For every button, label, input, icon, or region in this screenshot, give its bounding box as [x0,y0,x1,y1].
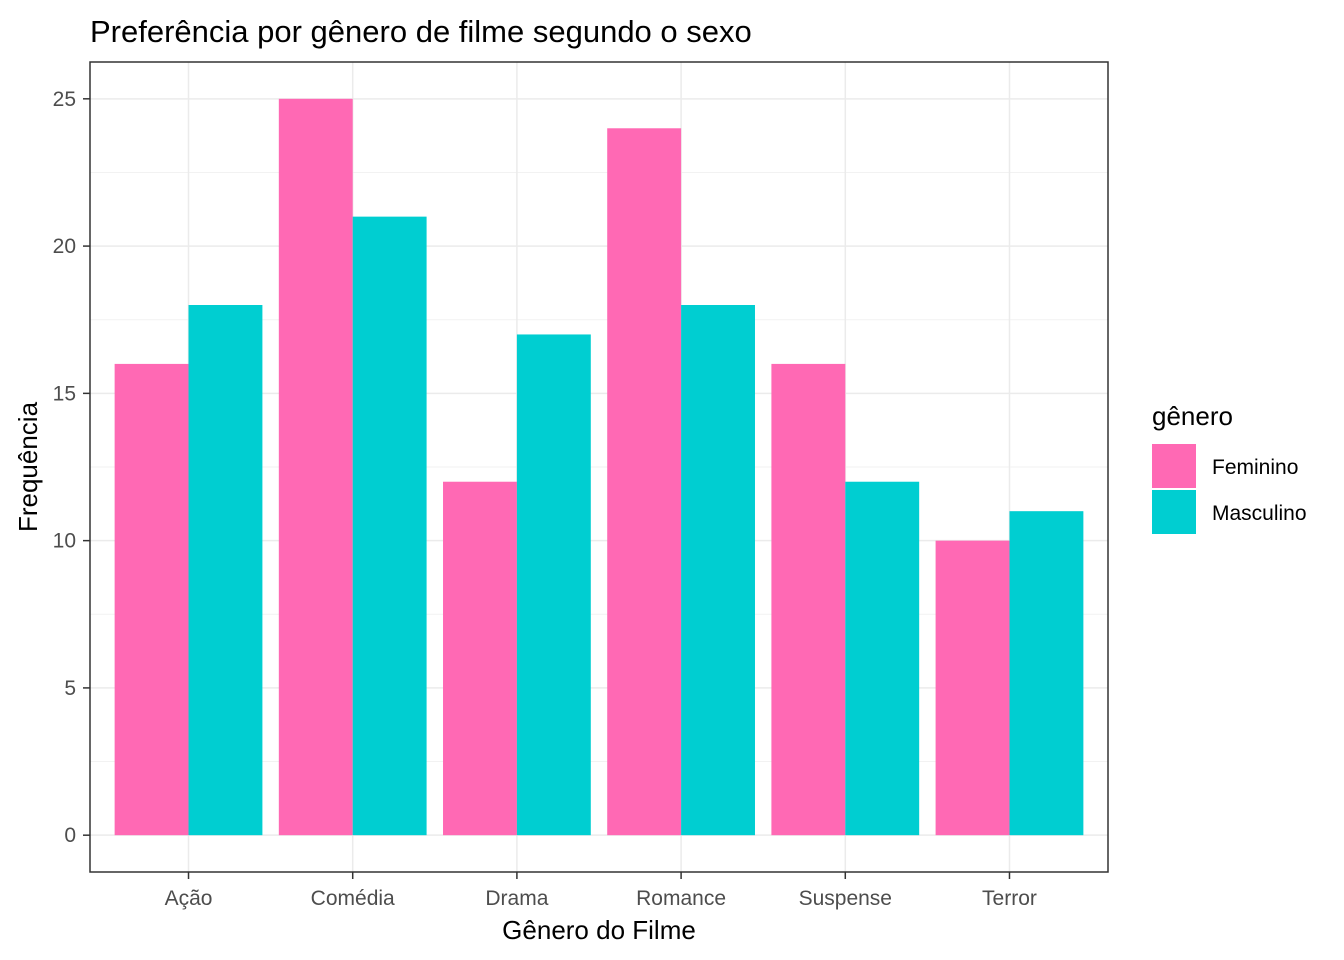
y-axis-title: Frequência [13,401,43,532]
bar-masculino-2 [516,334,591,836]
legend-label-feminino: Feminino [1212,456,1298,479]
chart-title: Preferência por gênero de filme segundo … [90,14,752,49]
bar-masculino-1 [352,216,427,836]
bar-masculino-4 [845,481,920,836]
y-tick-label: 5 [64,677,76,700]
bar-masculino-0 [188,305,263,836]
y-tick-label: 0 [64,824,76,847]
x-tick-label: Suspense [799,887,892,910]
bar-masculino-3 [681,305,755,836]
bar-feminino-5 [935,540,1010,836]
axes: 0 5 10 15 20 25 Ação Comédia Drama Romance Suspens… [53,88,1037,910]
x-tick-label: Romance [636,887,726,910]
x-tick-label: Ação [165,887,213,910]
x-tick-label: Terror [982,887,1037,910]
bar-feminino-1 [278,98,353,836]
y-tick-label: 10 [53,530,76,553]
bar-feminino-3 [607,128,682,836]
y-tick-label: 15 [53,382,76,405]
x-tick-label: Drama [485,887,548,910]
plot-panel-border [89,61,1109,873]
bar-masculino-5 [1009,511,1084,836]
y-tick-label: 25 [53,88,76,111]
y-tick-label: 20 [53,235,76,258]
x-axis-title: Gênero do Filme [502,915,696,945]
legend-title: gênero [1152,401,1233,431]
legend: gênero Feminino Masculino [1152,401,1307,534]
legend-items: Feminino Masculino [1152,444,1307,534]
legend-key-feminino [1152,444,1196,488]
bar-feminino-2 [443,481,517,836]
bar-feminino-0 [114,363,189,836]
x-tick-label: Comédia [311,887,395,910]
bars [114,98,1084,836]
legend-key-masculino [1152,490,1196,534]
legend-label-masculino: Masculino [1212,502,1307,525]
bar-feminino-4 [771,363,846,836]
